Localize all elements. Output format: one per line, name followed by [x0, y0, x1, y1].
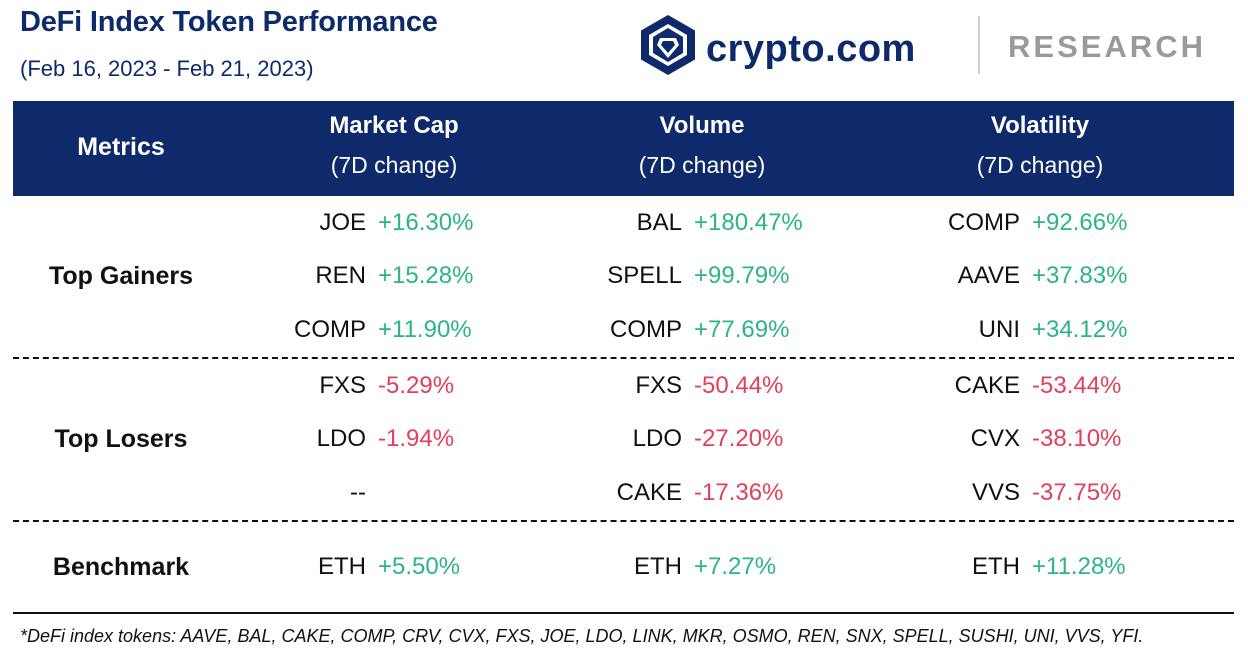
token-name: LDO — [632, 425, 682, 452]
token-name: CVX — [970, 425, 1020, 452]
brand-divider — [978, 16, 980, 74]
token-change: +180.47% — [694, 209, 803, 236]
token-name: LDO — [316, 425, 366, 452]
token-name: BAL — [636, 209, 682, 236]
page-title: DeFi Index Token Performance — [20, 6, 438, 38]
token-change: -53.44% — [1032, 372, 1122, 399]
token-change: -27.20% — [694, 425, 784, 452]
section-label-top-losers: Top Losers — [54, 425, 188, 453]
section-divider — [13, 357, 1234, 359]
token-change: +37.83% — [1032, 262, 1128, 289]
token-change: +11.90% — [378, 316, 472, 343]
token-change: -37.75% — [1032, 479, 1122, 506]
brand-wordmark: crypto.com — [706, 28, 916, 70]
footnote: *DeFi index tokens: AAVE, BAL, CAKE, COM… — [20, 626, 1144, 646]
token-change: -17.36% — [694, 479, 784, 506]
token-change: -5.29% — [378, 372, 455, 399]
column-header-metrics: Metrics — [77, 133, 165, 161]
token-name: CAKE — [954, 372, 1020, 399]
token-change: -38.10% — [1032, 425, 1122, 452]
token-change: +7.27% — [694, 553, 777, 580]
token-name: VVS — [971, 479, 1020, 506]
token-name: CAKE — [616, 479, 682, 506]
table-bottom-rule — [13, 612, 1234, 614]
token-name: COMP — [948, 209, 1020, 236]
token-change: +77.69% — [694, 316, 790, 343]
token-change: +15.28% — [378, 262, 474, 289]
token-name: ETH — [318, 553, 366, 580]
section-label-top-gainers: Top Gainers — [48, 262, 193, 290]
token-change: -50.44% — [694, 372, 784, 399]
brand-header: crypto.com RESEARCH — [640, 14, 1230, 76]
token-change: +34.12% — [1032, 316, 1128, 343]
token-name: COMP — [294, 316, 366, 343]
token-change: +92.66% — [1032, 209, 1128, 236]
token-change: +16.30% — [378, 209, 474, 236]
section-divider — [13, 520, 1234, 522]
token-name: ETH — [972, 553, 1020, 580]
token-name: AAVE — [957, 262, 1020, 289]
date-range-subtitle: (Feb 16, 2023 - Feb 21, 2023) — [20, 56, 314, 81]
token-name: REN — [315, 262, 366, 289]
crypto-com-logo-icon — [641, 15, 695, 75]
token-name: JOE — [319, 209, 366, 236]
token-name: SPELL — [607, 262, 682, 289]
token-name: ETH — [634, 553, 682, 580]
brand-section-label: RESEARCH — [1008, 29, 1206, 64]
section-label-benchmark: Benchmark — [52, 553, 190, 581]
column-header-volatility: Volatility (7D change) — [976, 112, 1104, 178]
table-header-band — [13, 101, 1234, 196]
token-name: FXS — [635, 372, 682, 399]
token-name: COMP — [610, 316, 682, 343]
token-name: -- — [350, 479, 366, 506]
token-change: +11.28% — [1032, 553, 1126, 580]
column-header-volume: Volume (7D change) — [638, 112, 766, 178]
column-header-market-cap: Market Cap (7D change) — [329, 112, 459, 178]
token-name: FXS — [319, 372, 366, 399]
token-name: UNI — [978, 316, 1020, 343]
token-change: +99.79% — [694, 262, 790, 289]
token-change: -1.94% — [378, 425, 455, 452]
token-change: +5.50% — [378, 553, 461, 580]
